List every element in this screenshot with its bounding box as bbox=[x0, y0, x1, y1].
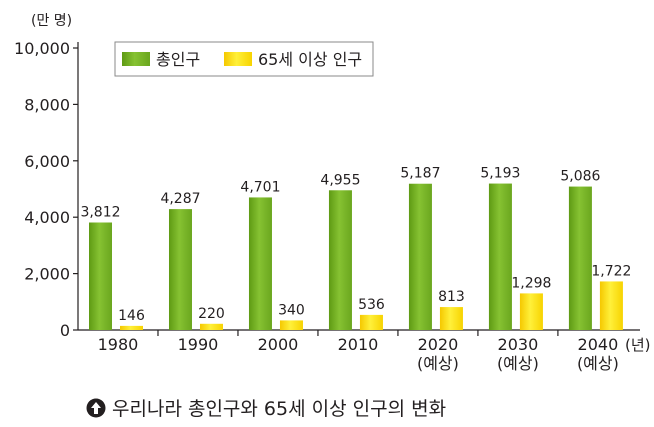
total-population-value-label: 5,193 bbox=[480, 166, 520, 182]
legend-swatch-total bbox=[122, 52, 150, 66]
total-population-value-label: 4,701 bbox=[240, 179, 280, 195]
bar-chart: 0 2,000 4,000 6,000 8,000 10,000 1980 3,812 146 1… bbox=[14, 39, 651, 373]
total-population-bar bbox=[89, 222, 112, 330]
total-population-value-label: 4,287 bbox=[160, 191, 200, 207]
y-tick-label: 0 bbox=[60, 321, 70, 340]
total-population-bar bbox=[248, 197, 272, 330]
x-tick-label: 2000 bbox=[258, 335, 299, 354]
total-population-value-label: 5,187 bbox=[400, 166, 440, 182]
x-tick-label: (예상) bbox=[497, 354, 539, 373]
elderly-population-value-label: 1,722 bbox=[591, 263, 631, 279]
y-tick-label: 10,000 bbox=[14, 39, 70, 58]
legend-label-total: 총인구 bbox=[156, 50, 200, 69]
elderly-population-bar bbox=[519, 293, 543, 330]
elderly-population-value-label: 220 bbox=[198, 306, 225, 322]
x-tick-label: (예상) bbox=[577, 354, 619, 373]
x-axis-unit-label: (년) bbox=[625, 336, 651, 354]
elderly-population-bar bbox=[599, 281, 623, 330]
elderly-population-bar bbox=[359, 314, 383, 330]
x-tick-label: 2010 bbox=[338, 335, 379, 354]
x-tick-label: 2040 bbox=[578, 335, 619, 354]
x-tick-label: 1990 bbox=[178, 335, 219, 354]
legend-swatch-elderly bbox=[224, 52, 252, 66]
legend-label-elderly: 65세 이상 인구 bbox=[258, 50, 362, 69]
elderly-population-bar bbox=[279, 320, 303, 330]
y-axis-unit-label: (만 명) bbox=[31, 13, 73, 29]
elderly-population-value-label: 536 bbox=[358, 297, 385, 313]
caption-text: 우리나라 총인구와 65세 이상 인구의 변화 bbox=[112, 398, 447, 420]
x-tick-label: 2020 bbox=[418, 335, 459, 354]
elderly-population-bar bbox=[120, 325, 143, 330]
total-population-bar bbox=[488, 183, 512, 330]
total-population-bar bbox=[408, 183, 432, 330]
total-population-bar bbox=[568, 186, 592, 330]
elderly-population-value-label: 813 bbox=[438, 289, 465, 305]
y-tick-label: 6,000 bbox=[24, 152, 70, 171]
y-tick-label: 8,000 bbox=[24, 95, 70, 114]
total-population-value-label: 5,086 bbox=[560, 169, 600, 185]
x-tick-label: (예상) bbox=[417, 354, 459, 373]
elderly-population-value-label: 146 bbox=[118, 308, 145, 324]
elderly-population-value-label: 1,298 bbox=[511, 275, 551, 291]
elderly-population-value-label: 340 bbox=[278, 302, 305, 318]
total-population-bar bbox=[168, 209, 192, 330]
chart-caption: 우리나라 총인구와 65세 이상 인구의 변화 bbox=[86, 394, 446, 421]
up-arrow-icon bbox=[86, 398, 106, 417]
x-tick-label: 2030 bbox=[498, 335, 539, 354]
total-population-bar bbox=[328, 190, 352, 330]
total-population-value-label: 3,812 bbox=[80, 205, 120, 221]
elderly-population-bar bbox=[439, 307, 463, 330]
total-population-value-label: 4,955 bbox=[320, 172, 360, 188]
elderly-population-bar bbox=[199, 323, 223, 330]
y-tick-label: 2,000 bbox=[24, 265, 70, 284]
y-tick-label: 4,000 bbox=[24, 208, 70, 227]
x-tick-label: 1980 bbox=[98, 335, 139, 354]
